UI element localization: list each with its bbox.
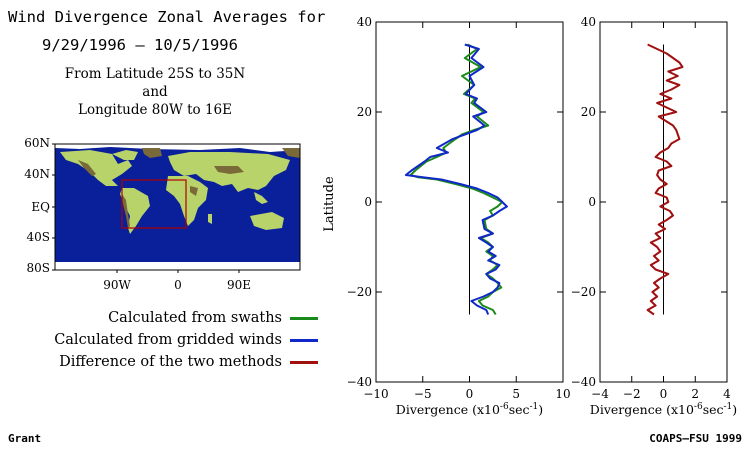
map-landmasses [55,144,300,270]
x-tick-label: −4 [591,387,609,401]
x-tick-label: 10 [555,387,570,401]
map-highland-region [214,166,244,174]
legend-swatch-red [290,360,318,364]
map-lat-label: 60N [24,136,50,150]
series-line-calculated-from-gridded-winds [404,43,508,315]
map-land-region [120,188,150,234]
map-lat-labels: 60N 40N EQ 40S 80S [24,136,50,275]
map-land-region [254,192,268,204]
region-box [121,179,187,229]
map-frame [54,143,301,271]
map-highland-region [78,160,96,176]
y-axis-label: Latitude [322,176,337,232]
y-tick-label: −20 [347,285,372,299]
map-land-region [250,212,284,230]
region-text-longitude: Longitude 80W to 16E [77,102,232,118]
legend-item-difference: Difference of the two methods [59,354,318,370]
map-lat-label: EQ [31,200,50,214]
x-tick-label: 2 [691,387,699,401]
legend-label: Calculated from swaths [108,310,282,326]
world-map: 60N 40N EQ 40S 80S 90W 0 90E [24,136,301,292]
y-tick-label: 0 [588,195,596,209]
x-tick-label: 0 [660,387,668,401]
series-line-difference-of-the-two-methods [646,43,684,316]
map-ice-region [55,144,300,152]
map-highland-region [190,186,198,196]
map-highland-region [142,148,162,158]
y-tick-label: 40 [581,15,596,29]
x-tick-label: 4 [723,387,731,401]
map-lon-label: 90E [227,278,251,292]
x-tick-label: 0 [466,387,474,401]
x-axis-label: Divergence (x10-6sec-1) [396,402,543,417]
x-tick-label: 5 [512,387,520,401]
y-tick-label: −40 [571,375,596,389]
y-tick-label: −20 [571,285,596,299]
chart-title-date-range: 9/29/1996 – 10/5/1996 [42,36,238,54]
map-lon-label: 0 [174,278,182,292]
x-tick-label: −10 [363,387,388,401]
map-lon-labels: 90W 0 90E [103,278,251,292]
y-tick-label: 20 [581,105,596,119]
legend-item-swaths: Calculated from swaths [108,310,318,326]
map-highland-region [122,194,130,228]
map-lat-label: 80S [27,261,51,275]
region-text-latitude: From Latitude 25S to 35N [64,66,246,82]
legend-swatch-green [290,316,318,320]
y-tick-label: 0 [364,195,372,209]
x-tick-label: −5 [414,387,432,401]
chart-title-line1: Wind Divergence Zonal Averages for [8,8,326,26]
footer-author: Grant [8,432,42,445]
map-highland-region [282,148,300,158]
map-lat-label: 40N [24,167,50,181]
chart-panel-1: −40 −20 0 20 40 −10 −5 0 5 10 Divergence (x10-6sec… [322,15,571,417]
map-lon-label: 90W [103,278,131,292]
y-tick-label: 40 [357,15,372,29]
map-land-region [60,150,132,186]
map-ice-region [55,262,300,270]
x-axis-label: Divergence (x10-6sec-1) [590,402,737,417]
legend-label: Calculated from gridded winds [54,332,282,348]
x-tick-label: −2 [623,387,641,401]
footer-credit: COAPS–FSU 1999 [649,432,742,445]
y-tick-label: 20 [357,105,372,119]
map-land-region [112,150,138,160]
legend-swatch-blue [290,338,318,342]
map-lat-ticks [52,143,240,273]
map-lat-label: 40S [27,230,51,244]
region-text-and: and [142,84,168,100]
legend-item-gridded: Calculated from gridded winds [54,332,318,348]
legend-label: Difference of the two methods [59,354,282,370]
y-tick-label: −40 [347,375,372,389]
map-land-region [208,214,212,224]
